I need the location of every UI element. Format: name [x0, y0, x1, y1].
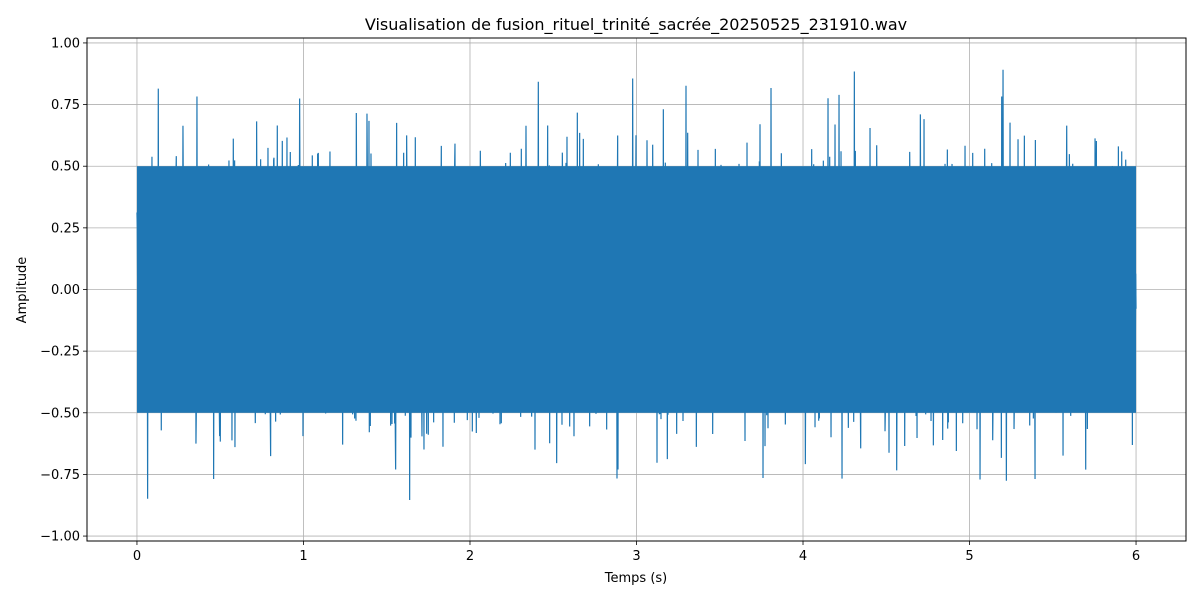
- y-tick-label: −0.25: [40, 345, 80, 360]
- y-tick-label: 0.25: [51, 221, 80, 236]
- x-axis-label: Temps (s): [604, 571, 667, 586]
- x-tick-label: 2: [466, 549, 474, 564]
- x-tick-label: 3: [632, 549, 640, 564]
- y-axis-ticks: −1.00 −0.75 −0.50 −0.25 0.00 0.25 0.50 0.75 1.00: [40, 36, 87, 545]
- waveform-core-band: [136, 166, 1137, 413]
- y-tick-label: −0.75: [40, 468, 80, 483]
- plot-area: [136, 69, 1137, 501]
- y-tick-label: 0.75: [51, 98, 80, 113]
- y-tick-label: 0.00: [51, 283, 80, 298]
- y-tick-label: 0.50: [51, 160, 80, 175]
- x-tick-label: 4: [799, 549, 807, 564]
- y-tick-label: 1.00: [51, 36, 80, 51]
- chart-title: Visualisation de fusion_rituel_trinité_s…: [365, 15, 907, 35]
- x-tick-label: 5: [965, 549, 973, 564]
- x-tick-label: 1: [299, 549, 307, 564]
- x-tick-label: 0: [133, 549, 141, 564]
- y-axis-label: Amplitude: [15, 257, 30, 324]
- y-tick-label: −0.50: [40, 406, 80, 421]
- y-tick-label: −1.00: [40, 530, 80, 545]
- x-axis-ticks: 0 1 2 3 4 5 6: [133, 541, 1140, 564]
- x-tick-label: 6: [1132, 549, 1140, 564]
